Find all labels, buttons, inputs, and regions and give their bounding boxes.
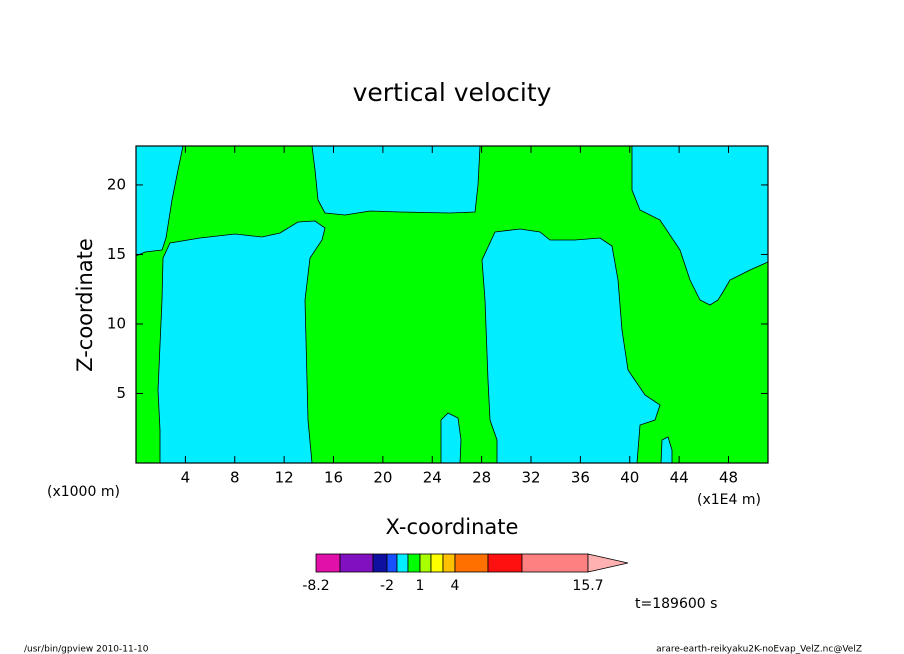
- contour-region: [311, 145, 481, 216]
- colorbar-tick-label: 4: [451, 578, 460, 594]
- chart-title: vertical velocity: [353, 78, 552, 107]
- colorbar-segment: [372, 553, 388, 573]
- x-tick-label: 44: [670, 469, 689, 487]
- colorbar-tick-label: -8.2: [302, 578, 329, 594]
- x-axis-label: X-coordinate: [386, 515, 519, 539]
- contour-region: [631, 145, 769, 306]
- colorbar-segment: [454, 553, 489, 573]
- x-tick-label: 20: [373, 469, 392, 487]
- colorbar-segment: [396, 553, 409, 573]
- x-unit: (x1000 m): [47, 484, 120, 500]
- colorbar-tick-label: -2: [380, 578, 394, 594]
- x-tick-label: 36: [571, 469, 590, 487]
- colorbar-segment: [407, 553, 421, 573]
- y-tick-label: 20: [107, 175, 126, 193]
- x-tick-label: 4: [181, 469, 191, 487]
- x-tick-label: 40: [620, 469, 639, 487]
- colorbar-segment: [386, 553, 398, 573]
- x-tick-label: 48: [719, 469, 738, 487]
- x-tick-label: 32: [521, 469, 540, 487]
- colorbar-tick-label: 1: [416, 578, 425, 594]
- colorbar-segment: [419, 553, 432, 573]
- x-tick-label: 24: [423, 469, 442, 487]
- colorbar-tick-label: 15.7: [572, 578, 603, 594]
- colorbar-arrow: [587, 553, 629, 573]
- x-tick-label: 12: [275, 469, 294, 487]
- colorbar: -8.2 -2 1 4 15.7: [302, 553, 629, 594]
- colorbar-segment: [315, 553, 341, 573]
- contour-region: [157, 220, 326, 464]
- colorbar-segment: [521, 553, 589, 573]
- colorbar-segment: [339, 553, 374, 573]
- x-tick-label: 8: [230, 469, 240, 487]
- y-tick-label: 5: [116, 384, 126, 402]
- time-label: t=189600 s: [635, 596, 717, 612]
- x-tick-label: 28: [472, 469, 491, 487]
- footer-left: /usr/bin/gpview 2010-11-10: [24, 645, 149, 654]
- y-tick-label: 10: [107, 314, 126, 332]
- x-tick-label: 16: [324, 469, 343, 487]
- contour-region: [481, 228, 661, 464]
- colorbar-segment: [442, 553, 456, 573]
- contour-region: [440, 412, 462, 464]
- y-axis-label: Z-coordinate: [73, 238, 97, 372]
- footer-right: arare-earth-reikyaku2K-noEvap_VelZ.nc@Ve…: [656, 645, 862, 654]
- y-unit: (x1E4 m): [697, 492, 761, 508]
- y-tick-label: 15: [107, 245, 126, 263]
- plot-frame: [135, 145, 769, 464]
- colorbar-segment: [487, 553, 523, 573]
- colorbar-segment: [430, 553, 444, 573]
- contour-field: [135, 145, 769, 464]
